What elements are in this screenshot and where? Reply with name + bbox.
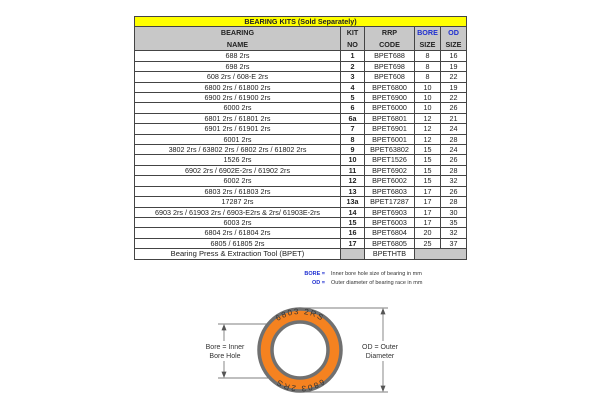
od-size: 21: [440, 112, 467, 125]
od-size: 19: [440, 60, 467, 73]
table-row: 6902 2rs / 6902E-2rs / 61902 2rs 11 BPET69…: [134, 164, 467, 177]
od-size: 22: [440, 92, 467, 104]
table-row: 608 2rs / 608-E 2rs 3 BPET608 8 22: [134, 71, 467, 83]
od-size: 28: [440, 133, 467, 146]
od-size: 16: [440, 50, 467, 62]
arrow-up-icon: [380, 308, 386, 315]
od-size: 32: [440, 227, 467, 239]
table-row: 688 2rs 1 BPET688 8 16: [134, 50, 467, 62]
bearing-inner-ring: [270, 320, 330, 380]
table-row: 1526 2rs 10 BPET1526 15 26: [134, 154, 467, 166]
od-size: 32: [440, 175, 467, 187]
table-row: 6800 2rs / 61800 2rs 4 BPET6800 10 19: [134, 81, 467, 94]
arrow-up-icon: [221, 324, 227, 331]
od-size: 19: [440, 81, 467, 94]
od-label-line1: OD = Outer: [362, 344, 399, 351]
legend-bore: BORE = Inner bore hole size of bearing in…: [304, 271, 422, 277]
arrow-down-icon: [380, 385, 386, 392]
table-row: 698 2rs 2 BPET698 8 19: [134, 60, 467, 73]
table-row: 6001 2rs 8 BPET6001 12 28: [134, 133, 467, 146]
tool-row: Bearing Press & Extraction Tool (BPET) B…: [134, 248, 467, 260]
table-row: 6903 2rs / 61903 2rs / 6903-E2rs & 2rs/ …: [134, 206, 467, 218]
od-size: 22: [440, 71, 467, 83]
od-label-line2: Diameter: [366, 353, 395, 360]
header-name: BEARING NAME: [134, 26, 341, 52]
table-row: 3802 2rs / 63802 2rs / 6802 2rs / 61802 …: [134, 144, 467, 156]
od-size: 24: [440, 144, 467, 156]
table-row: 6901 2rs / 61901 2rs 7 BPET6901 12 24: [134, 123, 467, 135]
header-od: OD SIZE: [440, 26, 467, 52]
od-size: 37: [440, 237, 467, 250]
table-row: 6804 2rs / 61804 2rs 16 BPET6804 20 32: [134, 227, 467, 239]
od-size: 30: [440, 206, 467, 218]
legend-od: OD = Outer diameter of bearing race in mm: [312, 280, 423, 286]
arrow-down-icon: [221, 371, 227, 378]
od-size: 28: [440, 164, 467, 177]
od-size: 26: [440, 102, 467, 114]
table-row: 6801 2rs / 61801 2rs 6a BPET6801 12 21: [134, 112, 467, 125]
table-row: 17287 2rs 13a BPET17287 17 28: [134, 196, 467, 208]
table-title: BEARING KITS (Sold Separately): [134, 15, 467, 28]
table-row: 6002 2rs 12 BPET6002 15 32: [134, 175, 467, 187]
od-size: 26: [440, 185, 467, 198]
table-row: 6003 2rs 15 BPET6003 17 35: [134, 216, 467, 229]
od-size: 35: [440, 216, 467, 229]
bore-label-line1: Bore = Inner: [206, 344, 245, 351]
bore-label-line2: Bore Hole: [209, 353, 240, 360]
table-row: 6803 2rs / 61803 2rs 13 BPET6803 17 26: [134, 185, 467, 198]
table-row: 6805 / 61805 2rs 17 BPET6805 25 37: [134, 237, 467, 250]
bearing-kits-table: BEARING KITS (Sold Separately) BEARING NA…: [134, 15, 467, 260]
od-size: 26: [440, 154, 467, 166]
table-row: 6000 2rs 6 BPET6000 10 26: [134, 102, 467, 114]
od-size: 24: [440, 123, 467, 135]
od-size: 28: [440, 196, 467, 208]
table-row: 6900 2rs / 61900 2rs 5 BPET6900 10 22: [134, 92, 467, 104]
